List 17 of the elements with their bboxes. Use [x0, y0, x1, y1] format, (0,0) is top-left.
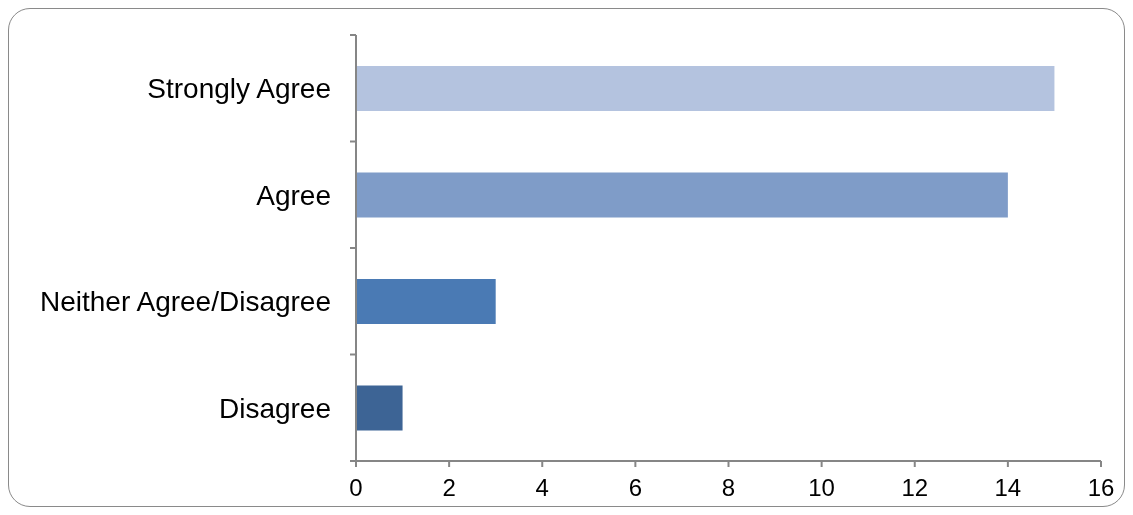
y-tick-label: Disagree [218, 392, 331, 424]
x-tick-label: 8 [721, 474, 736, 502]
x-tick-label: 12 [901, 474, 929, 502]
bar [356, 278, 496, 324]
x-tick-label: 4 [535, 474, 549, 502]
x-tick-label: 16 [1087, 474, 1115, 502]
x-tick-label: 6 [628, 474, 643, 502]
y-tick-label: Agree [256, 179, 331, 211]
x-tick-label: 14 [994, 474, 1022, 502]
bar [356, 385, 403, 431]
x-tick-label: 2 [442, 474, 456, 502]
y-tick-label: Strongly Agree [147, 72, 331, 104]
x-tick-label: 0 [349, 474, 363, 502]
bar [356, 172, 1008, 218]
bar [356, 65, 1055, 111]
x-tick-label: 10 [808, 474, 835, 502]
y-tick-label: Neither Agree/Disagree [39, 285, 331, 317]
